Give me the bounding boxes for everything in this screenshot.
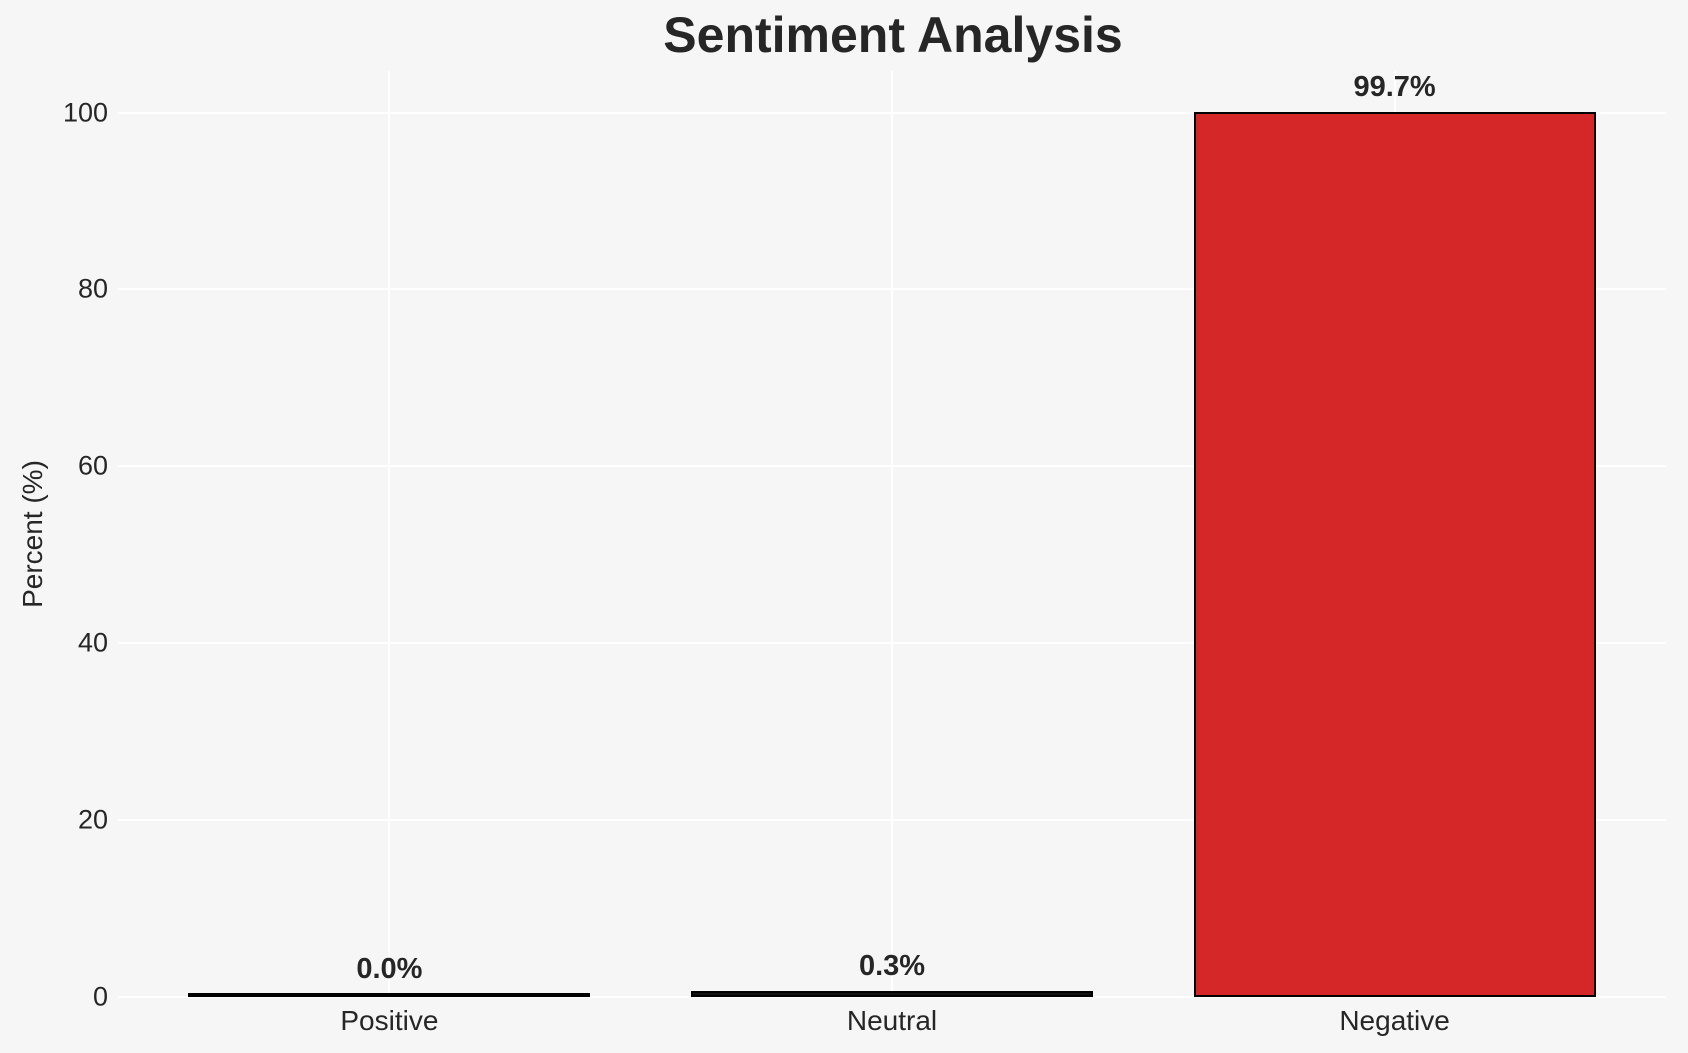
y-tick-label: 20: [77, 804, 108, 835]
y-tick-label: 80: [77, 273, 108, 304]
plot-area: 0.0% Positive 0.3% Neutral 99.7% Negative: [118, 71, 1666, 1036]
value-label-neutral: 0.3%: [858, 950, 926, 983]
x-tick-label-positive: Positive: [340, 1005, 439, 1036]
bar-negative: [1193, 112, 1596, 997]
bar-positive: [188, 993, 591, 997]
y-tick-label: 100: [62, 97, 108, 128]
x-tick-label-negative: Negative: [1339, 1005, 1450, 1036]
value-label-negative: 99.7%: [1353, 71, 1436, 104]
gridline-vertical: [891, 71, 893, 997]
chart-title: Sentiment Analysis: [663, 7, 1123, 63]
gridline-horizontal: [118, 996, 1666, 998]
y-tick-label: 0: [92, 981, 108, 1012]
x-tick-label-neutral: Neutral: [846, 1005, 938, 1036]
gridline-vertical: [388, 71, 391, 997]
bar-neutral: [690, 991, 1094, 997]
y-tick-label: 40: [77, 627, 108, 658]
y-tick-label: 60: [77, 450, 108, 481]
value-label-positive: 0.0%: [356, 953, 423, 985]
y-axis-label: Percent (%): [17, 460, 48, 608]
